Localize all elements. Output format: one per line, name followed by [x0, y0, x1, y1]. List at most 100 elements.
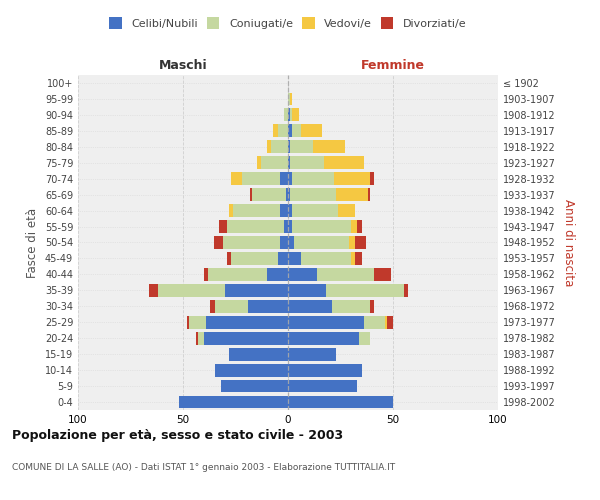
Bar: [227, 252, 232, 265]
Bar: [233, 204, 280, 217]
Bar: [204, 332, 288, 344]
Bar: [290, 140, 313, 153]
Bar: [358, 220, 361, 233]
Bar: [292, 172, 334, 185]
Bar: [267, 140, 271, 153]
Bar: [206, 316, 288, 328]
Bar: [288, 396, 393, 408]
Bar: [288, 380, 358, 392]
Bar: [317, 268, 374, 281]
Text: Maschi: Maschi: [158, 59, 208, 72]
Bar: [179, 396, 288, 408]
Bar: [368, 188, 370, 201]
Bar: [292, 204, 338, 217]
Bar: [288, 332, 359, 344]
Bar: [274, 124, 277, 137]
Bar: [197, 332, 204, 344]
Bar: [288, 108, 290, 122]
Bar: [271, 140, 288, 153]
Bar: [349, 236, 355, 249]
Legend: Celibi/Nubili, Coniugati/e, Vedovi/e, Divorziati/e: Celibi/Nubili, Coniugati/e, Vedovi/e, Di…: [107, 16, 469, 31]
Bar: [280, 236, 288, 249]
Y-axis label: Fasce di età: Fasce di età: [26, 208, 39, 278]
Bar: [292, 220, 351, 233]
Bar: [288, 252, 301, 265]
Text: COMUNE DI LA SALLE (AO) - Dati ISTAT 1° gennaio 2003 - Elaborazione TUTTITALIA.I: COMUNE DI LA SALLE (AO) - Dati ISTAT 1° …: [12, 464, 395, 472]
Bar: [288, 124, 292, 137]
Bar: [267, 268, 288, 281]
Bar: [215, 364, 288, 376]
Bar: [225, 284, 288, 296]
Bar: [290, 188, 337, 201]
Bar: [370, 172, 374, 185]
Bar: [223, 236, 280, 249]
Bar: [204, 268, 208, 281]
Bar: [385, 316, 387, 328]
Bar: [280, 204, 288, 217]
Bar: [301, 252, 351, 265]
Bar: [288, 364, 361, 376]
Bar: [288, 236, 295, 249]
Bar: [288, 156, 290, 169]
Bar: [359, 332, 370, 344]
Bar: [277, 124, 288, 137]
Text: Popolazione per età, sesso e stato civile - 2003: Popolazione per età, sesso e stato civil…: [12, 430, 343, 442]
Bar: [227, 220, 284, 233]
Text: Femmine: Femmine: [361, 59, 425, 72]
Bar: [351, 220, 358, 233]
Bar: [288, 268, 317, 281]
Bar: [355, 236, 366, 249]
Bar: [288, 140, 290, 153]
Bar: [211, 300, 215, 312]
Bar: [374, 268, 391, 281]
Bar: [295, 236, 349, 249]
Bar: [334, 172, 370, 185]
Bar: [288, 316, 364, 328]
Bar: [338, 204, 355, 217]
Bar: [364, 316, 385, 328]
Bar: [248, 300, 288, 312]
Bar: [292, 124, 301, 137]
Bar: [196, 332, 198, 344]
Bar: [252, 188, 286, 201]
Bar: [355, 252, 362, 265]
Bar: [290, 156, 324, 169]
Bar: [149, 284, 158, 296]
Bar: [229, 204, 233, 217]
Bar: [313, 140, 344, 153]
Bar: [232, 172, 242, 185]
Bar: [208, 268, 267, 281]
Bar: [288, 284, 326, 296]
Bar: [187, 316, 189, 328]
Bar: [288, 348, 337, 360]
Bar: [370, 300, 374, 312]
Bar: [332, 300, 370, 312]
Bar: [288, 204, 292, 217]
Bar: [301, 124, 322, 137]
Bar: [242, 172, 280, 185]
Bar: [284, 220, 288, 233]
Bar: [286, 188, 288, 201]
Bar: [215, 300, 248, 312]
Bar: [288, 172, 292, 185]
Bar: [215, 236, 223, 249]
Bar: [284, 108, 288, 122]
Y-axis label: Anni di nascita: Anni di nascita: [562, 199, 575, 286]
Bar: [260, 156, 288, 169]
Bar: [250, 188, 252, 201]
Bar: [288, 220, 292, 233]
Bar: [337, 188, 368, 201]
Bar: [189, 316, 206, 328]
Bar: [290, 108, 292, 122]
Bar: [277, 252, 288, 265]
Bar: [292, 108, 299, 122]
Bar: [351, 252, 355, 265]
Bar: [158, 284, 225, 296]
Bar: [324, 156, 364, 169]
Bar: [257, 156, 260, 169]
Bar: [229, 348, 288, 360]
Bar: [221, 380, 288, 392]
Bar: [404, 284, 408, 296]
Bar: [387, 316, 393, 328]
Bar: [288, 188, 290, 201]
